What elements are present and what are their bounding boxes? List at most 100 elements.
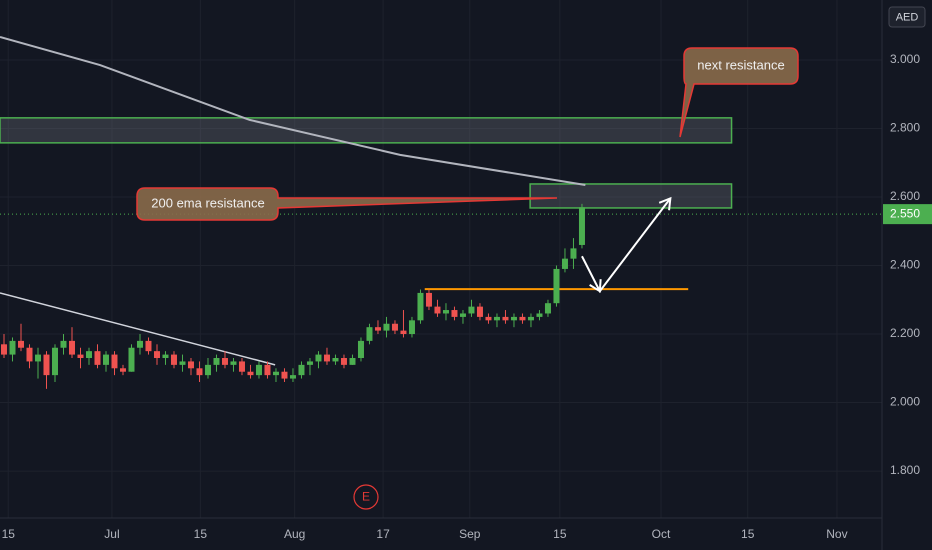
- candle-body: [417, 292, 424, 321]
- candle-body: [68, 340, 75, 355]
- y-tick-label: 3.000: [890, 52, 920, 66]
- x-tick-label: Nov: [826, 527, 847, 541]
- candle-body: [536, 313, 543, 317]
- trendline: [0, 292, 276, 366]
- candle-body: [162, 354, 169, 359]
- candle-body: [221, 358, 228, 365]
- candle-body: [153, 351, 160, 359]
- x-tick-label: 15: [553, 527, 567, 541]
- candle-body: [119, 368, 126, 372]
- candle-body: [247, 371, 254, 376]
- arrow-head: [589, 279, 602, 293]
- candle-body: [425, 292, 432, 307]
- callout-box: [679, 47, 799, 138]
- last-price-badge: [883, 204, 932, 225]
- candle-body: [357, 340, 364, 359]
- candle-body: [561, 258, 568, 269]
- candle-body: [323, 354, 330, 362]
- resistance-zone: [529, 183, 733, 209]
- event-marker[interactable]: [353, 484, 379, 510]
- candle-body: [306, 361, 313, 365]
- candle-body: [493, 316, 500, 321]
- y-tick-label: 2.200: [890, 326, 920, 340]
- last-price-label: 2.550: [890, 206, 920, 220]
- candle-body: [179, 361, 186, 365]
- x-tick-label: Sep: [459, 527, 481, 541]
- candle-body: [187, 361, 194, 369]
- candle-body: [26, 347, 33, 362]
- candle-body: [383, 323, 390, 331]
- x-tick-label: 15: [194, 527, 208, 541]
- y-tick-label: 2.800: [890, 121, 920, 135]
- candle-body: [502, 316, 509, 321]
- ema-line: [0, 36, 586, 186]
- candle-body: [391, 323, 398, 331]
- y-tick-label: 2.000: [890, 395, 920, 409]
- x-tick-label: Oct: [652, 527, 671, 541]
- candle-body: [400, 330, 407, 335]
- candle-body: [374, 327, 381, 331]
- x-tick-label: 15: [2, 527, 16, 541]
- candle-body: [527, 316, 534, 321]
- candle-body: [128, 347, 135, 372]
- candle-body: [298, 364, 305, 376]
- x-tick-label: 17: [376, 527, 390, 541]
- candle-body: [544, 303, 551, 314]
- candle-body: [77, 354, 84, 359]
- candle-body: [519, 316, 526, 321]
- candle-body: [272, 371, 279, 376]
- candle-body: [553, 268, 560, 304]
- candle-body: [230, 361, 237, 365]
- candle-body: [485, 316, 492, 321]
- candle-body: [43, 354, 50, 376]
- arrow-head: [658, 196, 672, 211]
- annotation: next resistance: [697, 57, 784, 72]
- candle-body: [578, 207, 585, 245]
- candle-body: [204, 364, 211, 376]
- callout: 200 ema resistance: [136, 187, 558, 221]
- callout-box: [136, 187, 558, 221]
- candle-body: [570, 248, 577, 259]
- candle-body: [85, 351, 92, 359]
- candle-body: [255, 364, 262, 376]
- candle-body: [366, 327, 373, 341]
- candle-body: [102, 354, 109, 365]
- candle-body: [34, 354, 41, 362]
- candle-body: [196, 368, 203, 376]
- candle-body: [434, 306, 441, 314]
- candle-body: [476, 306, 483, 317]
- candle-body: [213, 358, 220, 365]
- candle-body: [315, 354, 322, 362]
- candle-body: [60, 340, 67, 348]
- x-tick-label: Jul: [104, 527, 119, 541]
- callout: next resistance: [679, 47, 799, 138]
- candle-body: [281, 371, 288, 379]
- candle-body: [408, 320, 415, 335]
- candle-body: [111, 354, 118, 369]
- candle-body: [332, 358, 339, 362]
- candle-body: [340, 358, 347, 365]
- candle-body: [468, 306, 475, 314]
- grid: [0, 0, 882, 518]
- candle-body: [136, 340, 143, 348]
- candle-body: [349, 358, 356, 365]
- candle-body: [17, 340, 24, 348]
- candle-body: [94, 351, 101, 365]
- currency: AED: [896, 11, 919, 23]
- x-tick-label: Aug: [284, 527, 305, 541]
- y-tick-label: 1.800: [890, 463, 920, 477]
- candle-body: [264, 364, 271, 376]
- candle-body: [238, 361, 245, 372]
- candle-body: [0, 344, 7, 355]
- candle-body: [442, 310, 449, 314]
- candle-body: [51, 347, 58, 376]
- candle-body: [9, 340, 16, 355]
- resistance-zone: [0, 117, 733, 144]
- annotation: 200 ema resistance: [151, 195, 264, 210]
- event-label: E: [362, 490, 370, 504]
- y-tick-label: 2.400: [890, 258, 920, 272]
- candle-body: [145, 340, 152, 352]
- candle-body: [459, 313, 466, 317]
- currency-badge[interactable]: [888, 6, 926, 28]
